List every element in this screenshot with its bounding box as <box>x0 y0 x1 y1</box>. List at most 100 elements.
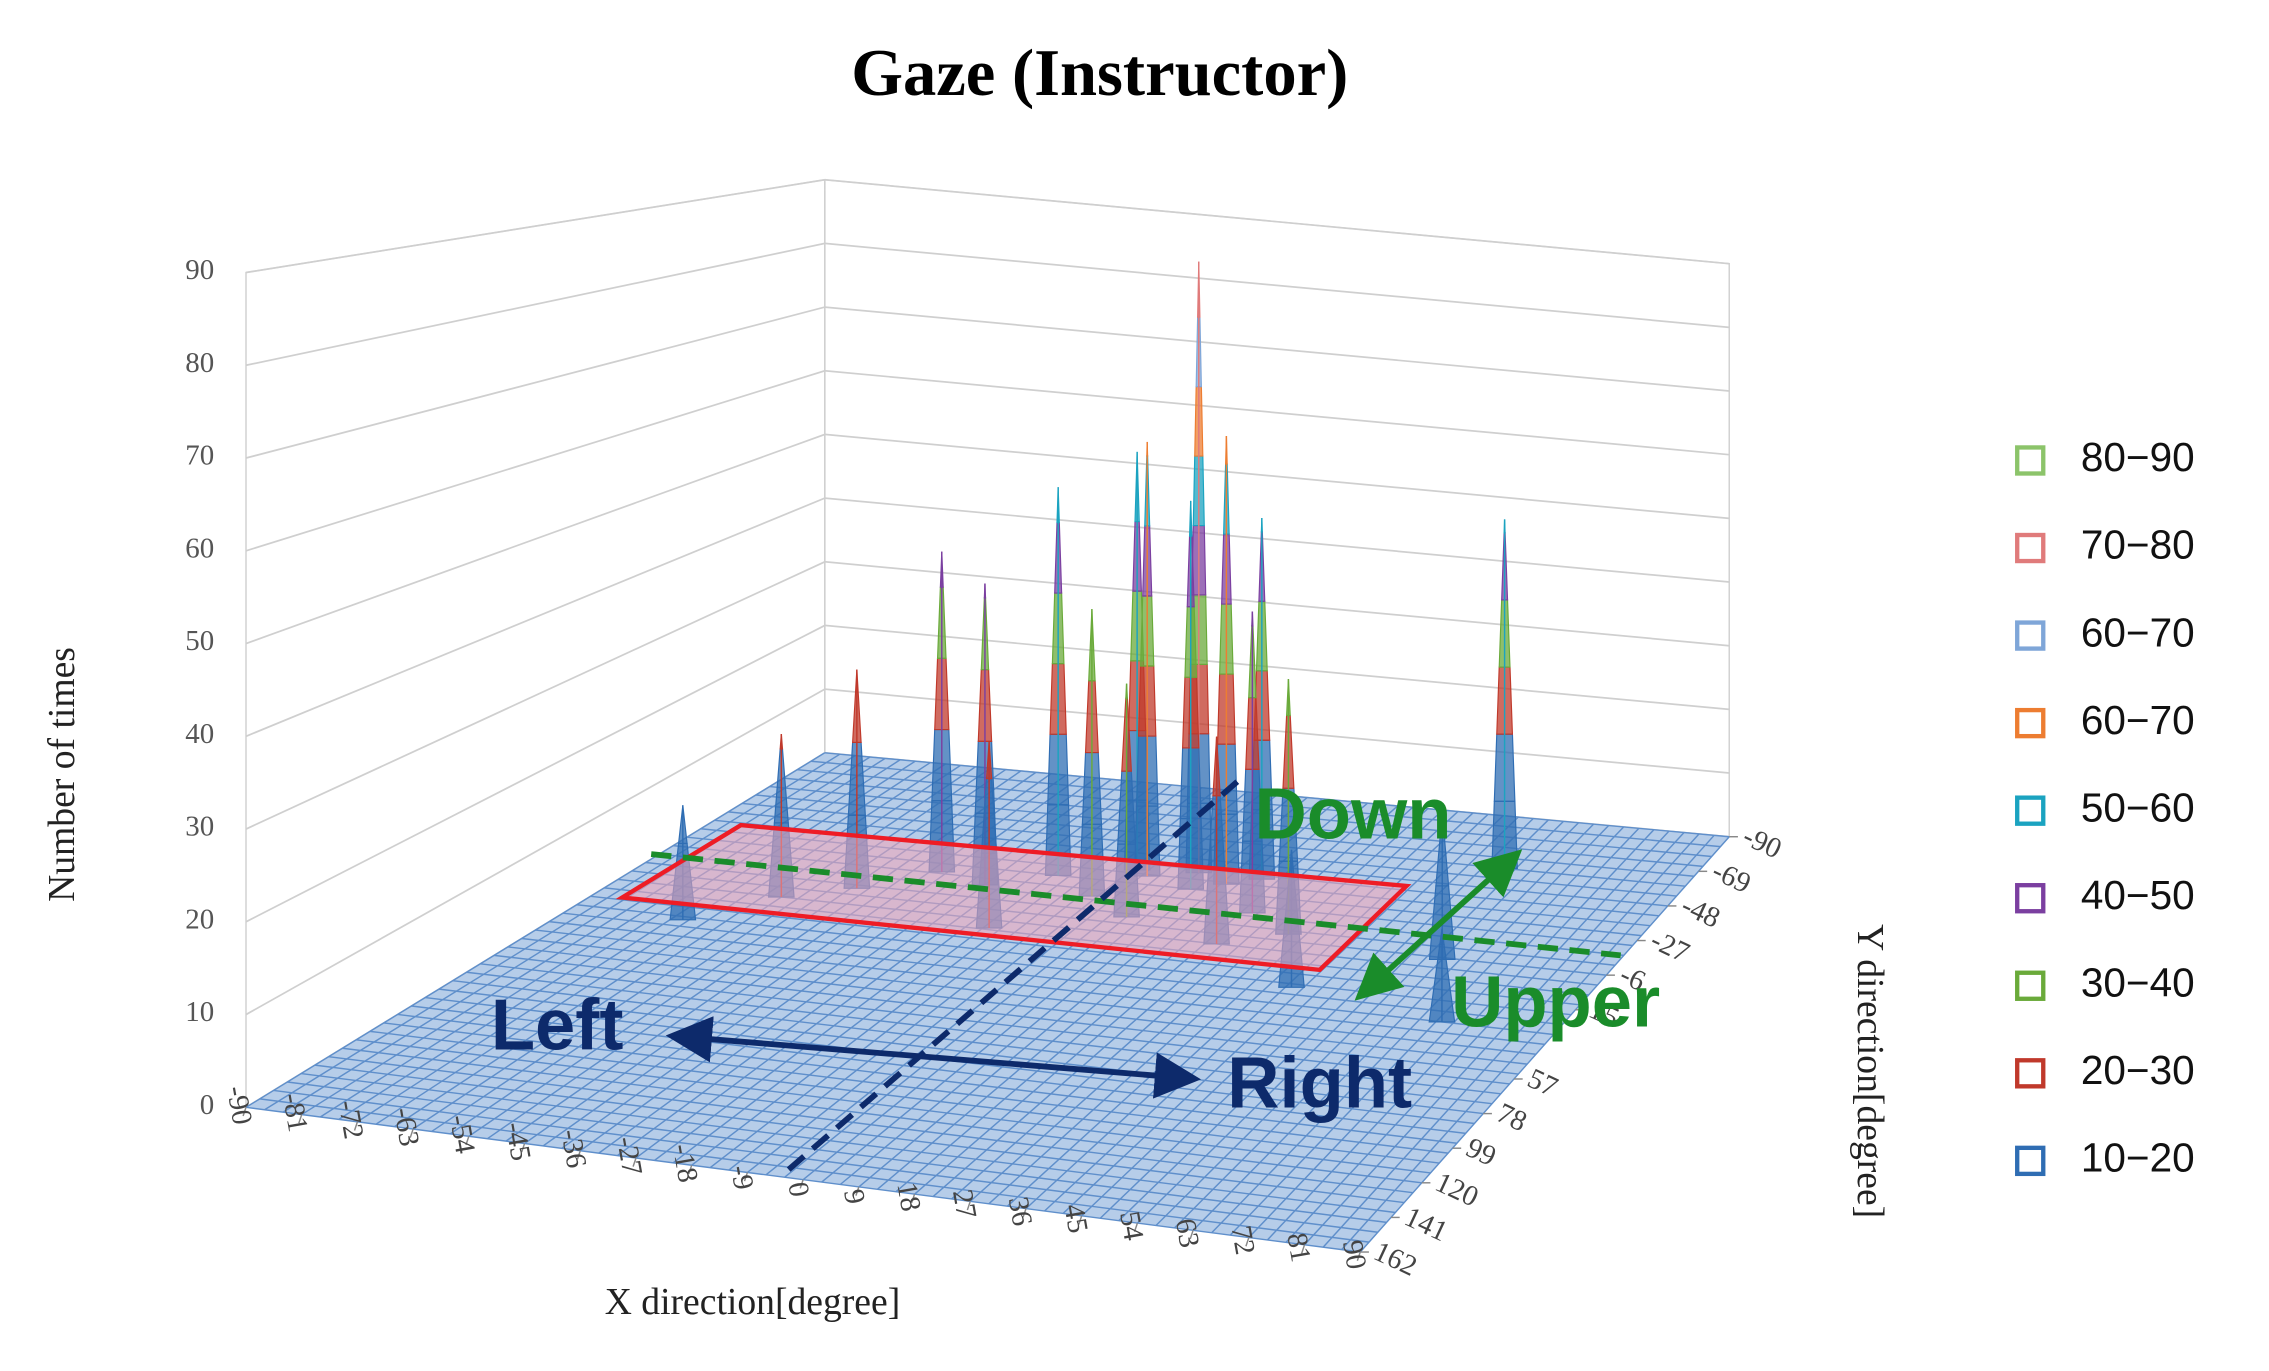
spike <box>1491 519 1518 870</box>
vertical-dashed-line <box>786 779 1240 1172</box>
z-tick-label: 10 <box>185 996 214 1028</box>
floor-grid <box>356 1039 1431 1174</box>
annotation-upper: Upper <box>1451 963 1660 1043</box>
x-tick <box>1133 1222 1139 1232</box>
floor-grid <box>824 752 1730 838</box>
x-tick-label: 36 <box>1002 1194 1039 1228</box>
spike <box>1078 609 1106 897</box>
grid-line <box>245 178 1730 274</box>
x-tick <box>1300 1244 1306 1254</box>
floor-grid <box>535 929 1545 1046</box>
floor-grid <box>549 920 1554 1036</box>
z-tick-label: 50 <box>185 625 214 657</box>
x-tick-label: 54 <box>1113 1209 1150 1244</box>
y-tick-label: -90 <box>1738 820 1786 865</box>
legend-label: 50−60 <box>2081 784 2195 830</box>
x-tick <box>799 1179 804 1189</box>
legend-label: 30−40 <box>2081 959 2195 1005</box>
x-tick-label: -18 <box>666 1141 704 1185</box>
back-wall <box>824 178 1730 838</box>
legend-label: 60−70 <box>2081 609 2195 655</box>
floor-grid <box>259 1098 1370 1243</box>
legend-label: 80−90 <box>2081 434 2195 480</box>
legend: 80−90 70−80 60−70 60−70 50−60 40−50 30−40 20−30… <box>2015 434 2195 1181</box>
floor-grid <box>493 954 1519 1075</box>
walls: 0 10 20 30 40 50 60 70 80 90 <box>185 178 1730 1121</box>
x-tick <box>1245 1237 1250 1247</box>
spike <box>928 551 956 873</box>
y-tick-label: 162 <box>1369 1235 1422 1282</box>
up-down-arrow <box>1354 849 1523 1001</box>
z-tick-label: 90 <box>185 254 214 286</box>
z-axis-title: Number of times <box>41 647 83 902</box>
z-tick-label: 80 <box>185 347 214 379</box>
legend-swatch <box>2015 445 2046 476</box>
x-tick-label: -72 <box>332 1098 370 1142</box>
grid-line <box>245 306 1730 459</box>
y-tick-label: 99 <box>1461 1132 1501 1173</box>
floor-grid <box>562 912 1563 1026</box>
annotation-down: Down <box>1255 774 1452 854</box>
y-tick-label: 78 <box>1492 1097 1532 1138</box>
x-tick-label: 18 <box>890 1180 927 1214</box>
grid-line <box>245 624 1730 923</box>
legend-swatch <box>2015 795 2046 826</box>
x-tick <box>688 1164 693 1175</box>
y-tick-label: 57 <box>1523 1062 1563 1103</box>
x-tick <box>855 1186 860 1196</box>
floor-grid <box>521 937 1537 1055</box>
x-tick-label: -45 <box>499 1120 537 1164</box>
y-tick-label: -69 <box>1707 855 1755 900</box>
x-tick-label: 45 <box>1057 1202 1094 1236</box>
x-tick-label: 72 <box>1225 1223 1262 1257</box>
x-tick <box>298 1114 303 1124</box>
x-tick <box>743 1172 749 1182</box>
grid-line <box>245 369 1730 552</box>
legend-label: 70−80 <box>2081 522 2195 568</box>
x-tick-label: 0 <box>781 1180 815 1200</box>
x-tick <box>910 1193 916 1204</box>
x-tick <box>353 1121 359 1131</box>
floor-grid <box>328 1055 1414 1194</box>
floor-grid <box>507 946 1528 1065</box>
legend-swatch <box>2015 1145 2046 1177</box>
y-tick-label: 141 <box>1400 1201 1453 1248</box>
y-tick-label: -48 <box>1676 889 1724 934</box>
legend-label: 40−50 <box>2081 872 2195 918</box>
spike <box>1133 441 1161 877</box>
z-tick-label: 40 <box>185 718 214 750</box>
floor-grid <box>314 1064 1405 1204</box>
floor-grid <box>342 1047 1422 1184</box>
grid-line <box>245 433 1730 645</box>
x-axis-title: X direction[degree] <box>605 1281 901 1323</box>
x-tick-label: 9 <box>837 1187 871 1207</box>
annotation-right: Right <box>1227 1044 1412 1124</box>
grid-line <box>245 560 1730 830</box>
grid-line <box>245 497 1730 738</box>
z-tick-label: 70 <box>185 440 214 472</box>
chart-title: Gaze (Instructor) <box>851 37 1348 110</box>
legend-label: 10−20 <box>2081 1135 2195 1181</box>
legend-swatch <box>2015 1058 2046 1089</box>
x-tick <box>1356 1251 1361 1261</box>
x-tick <box>576 1150 581 1160</box>
legend-swatch <box>2015 532 2046 564</box>
z-tick-label: 20 <box>185 903 214 935</box>
z-tick-label: 0 <box>200 1089 214 1121</box>
x-tick <box>632 1157 637 1167</box>
legend-swatch <box>2015 707 2046 739</box>
x-tick-label: 90 <box>1336 1238 1373 1272</box>
legend-label: 20−30 <box>2081 1047 2195 1093</box>
x-tick <box>966 1201 971 1211</box>
legend-swatch <box>2015 970 2046 1001</box>
x-tick-label: -9 <box>724 1163 760 1192</box>
x-tick-label: 27 <box>946 1187 983 1221</box>
x-tick-label: 63 <box>1169 1216 1206 1250</box>
y-axis-title: Y direction[degree] <box>1849 924 1891 1218</box>
x-tick <box>1022 1208 1027 1218</box>
floor-grid <box>245 1106 1361 1253</box>
grid-line <box>245 688 1730 1016</box>
legend-swatch <box>2015 620 2046 651</box>
